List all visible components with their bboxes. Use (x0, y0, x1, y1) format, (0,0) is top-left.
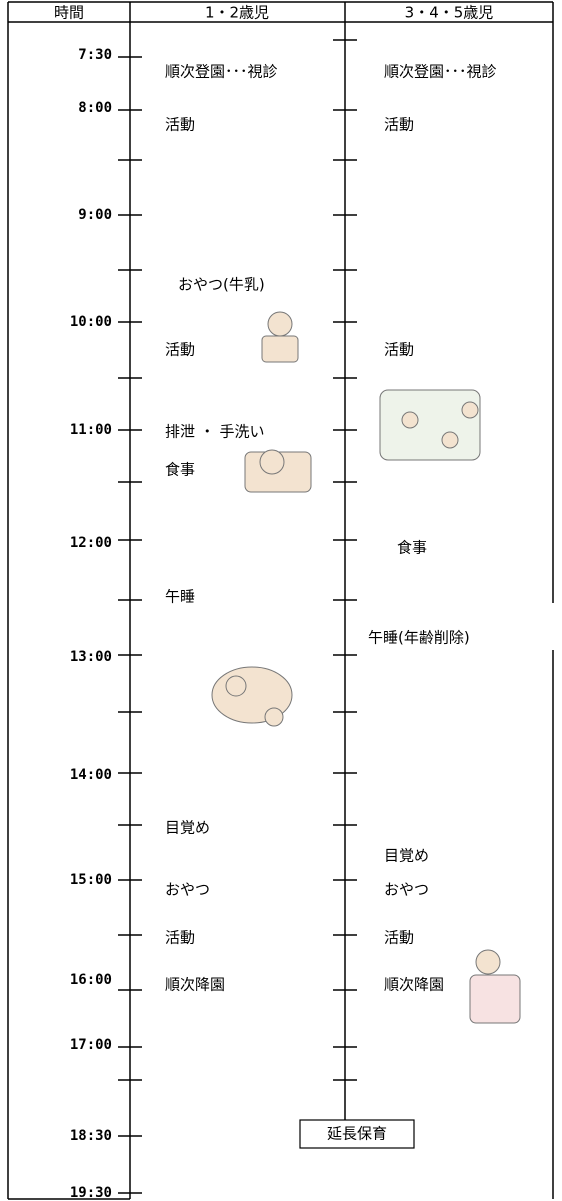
activity: 順次登園･･･視診 (384, 63, 497, 81)
time-label: 12:00 (70, 535, 112, 551)
activity: 午睡(年齢削除) (368, 629, 470, 647)
activity: おやつ(牛乳) (178, 276, 265, 294)
activity: 活動 (384, 341, 414, 359)
header-col2: 3・4・5歳児 (405, 4, 494, 22)
time-label: 10:00 (70, 314, 112, 330)
header-col1: 1・2歳児 (205, 4, 269, 22)
time-label: 16:00 (70, 972, 112, 988)
time-label: 9:00 (78, 207, 112, 223)
activity: 順次降園 (165, 976, 225, 994)
activity: 活動 (165, 116, 195, 134)
time-label: 19:30 (70, 1185, 112, 1201)
illustration (211, 311, 521, 1024)
activity: 目覚め (165, 819, 210, 837)
activity: 活動 (165, 929, 195, 947)
extended-label: 延長保育 (327, 1125, 387, 1143)
time-label: 15:00 (70, 872, 112, 888)
activity: おやつ (384, 881, 429, 899)
activity: 食事 (165, 461, 195, 479)
header-time: 時間 (54, 4, 84, 22)
time-label: 17:00 (70, 1037, 112, 1053)
activity: 順次登園･･･視診 (165, 63, 278, 81)
time-label: 14:00 (70, 767, 112, 783)
activity: 活動 (165, 341, 195, 359)
activity: 食事 (397, 539, 427, 557)
time-label: 7:30 (78, 47, 112, 63)
activity: 活動 (384, 929, 414, 947)
extended-box (299, 1119, 415, 1149)
activity: 順次降園 (384, 976, 444, 994)
activity: 活動 (384, 116, 414, 134)
time-label: 11:00 (70, 422, 112, 438)
time-label: 18:30 (70, 1128, 112, 1144)
activity: 午睡 (165, 588, 195, 606)
activity: 目覚め (384, 847, 429, 865)
activity: 排泄 ・ 手洗い (165, 423, 265, 441)
time-label: 8:00 (78, 100, 112, 116)
time-label: 13:00 (70, 649, 112, 665)
activity: おやつ (165, 881, 210, 899)
